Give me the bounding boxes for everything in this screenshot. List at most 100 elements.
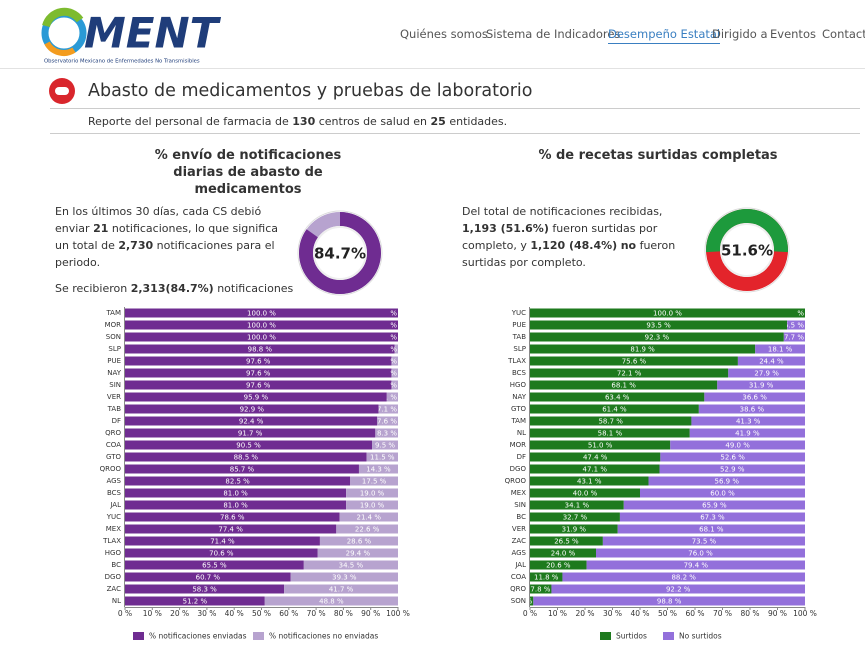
value-label: 67.3 % [700, 513, 725, 521]
bar-segment [530, 452, 661, 462]
value-label: 97.6 % [246, 381, 271, 389]
legend-label: Surtidos [616, 632, 647, 641]
category-label: DF [517, 453, 526, 461]
bar-segment [391, 380, 398, 390]
category-label: DGO [105, 573, 122, 581]
value-label: 6.5 % [784, 321, 804, 329]
label-clip: 17.5 % [362, 477, 387, 485]
label-clip: 68.1 % [699, 525, 724, 533]
bar-segment [640, 488, 805, 498]
text-run: Reporte del personal de farmacia de [88, 115, 293, 128]
bar-segment [375, 428, 398, 438]
logo-text: MENT [84, 9, 222, 58]
nav-link[interactable]: Quiénes somos [400, 27, 488, 41]
label-clip: 95.9 % [244, 393, 269, 401]
label-clip: 93.5 % [646, 321, 671, 329]
text-run: En los últimos 30 días, cada CS debió en… [55, 205, 262, 235]
x-tick-label: 70 % [307, 609, 326, 618]
icon-pill [55, 87, 69, 95]
text-run: notificaciones [213, 282, 294, 295]
logo: MENT Observatorio Mexicano de Enfermedad… [41, 7, 222, 65]
label-clip: 85.7 % [230, 465, 255, 473]
value-label: 90.5 % [236, 441, 261, 449]
bar-segment [386, 392, 398, 402]
label-clip: 47.1 % [583, 465, 608, 473]
value-label: 100.0 % [247, 321, 276, 329]
value-label: 100.0 % [247, 333, 276, 341]
bar-segment [596, 548, 805, 558]
panel-note: Se recibieron 2,313(84.7%) notificacione… [55, 280, 293, 297]
label-clip: 81.0 % [223, 489, 248, 497]
label-clip: 51.0 % [588, 441, 613, 449]
bar-segment [698, 404, 805, 414]
category-label: JAL [514, 561, 526, 569]
nav-link[interactable]: Desempeño Estatal [608, 27, 721, 44]
label-clip: 61.4 % [602, 405, 627, 413]
value-label: 51.0 % [588, 441, 613, 449]
bar-segment [391, 356, 398, 366]
value-label: 41.3 % [736, 417, 761, 425]
text-run: fueron surtidas por completo, y [462, 222, 658, 252]
value-label: 58.1 % [598, 429, 623, 437]
bar-segment [623, 500, 805, 510]
value-label: 28.6 % [347, 537, 372, 545]
label-clip: 91.7 % [238, 429, 263, 437]
donut-label: 84.7% [314, 245, 366, 263]
label-clip: 81.9 % [630, 345, 655, 353]
donut-arc [299, 212, 381, 294]
value-label: 63.4 % [605, 393, 630, 401]
bar-segment [660, 452, 805, 462]
label-clip: 78.6 % [220, 513, 245, 521]
legend-swatch [663, 632, 674, 640]
x-tick-label: 30 % [603, 609, 622, 618]
label-clip: 43.1 % [577, 477, 602, 485]
label-clip: 56.9 % [715, 477, 740, 485]
bar-segment [125, 332, 398, 342]
label-clip: 68.1 % [611, 381, 636, 389]
label-clip: 92.2 % [666, 585, 691, 593]
panel-text: En los últimos 30 días, cada CS debió en… [55, 203, 283, 271]
label-clip: 1.2 % [389, 345, 397, 353]
value-label: 7.1 % [377, 405, 397, 413]
bar-segment [125, 596, 265, 606]
value-label: 92.9 % [240, 405, 265, 413]
value-label: 11.8 % [534, 573, 559, 581]
label-clip: 73.5 % [692, 537, 717, 545]
section-title: Abasto de medicamentos y pruebas de labo… [88, 81, 532, 101]
value-label: 19.0 % [360, 501, 385, 509]
bar-segment [372, 440, 398, 450]
value-label: 2.4 % [377, 369, 397, 377]
nav-link[interactable]: Eventos [770, 27, 816, 41]
bar-segment [617, 524, 805, 534]
bar-segment [125, 452, 367, 462]
value-label: 47.1 % [583, 465, 608, 473]
bar-segment [551, 584, 805, 594]
label-clip: 26.5 % [554, 537, 579, 545]
bar-segment [602, 536, 805, 546]
label-clip: 2.4 % [377, 369, 397, 377]
nav-link[interactable]: Contacto [822, 27, 865, 41]
bar-segment [530, 512, 620, 522]
value-label: 98.8 % [248, 345, 273, 353]
value-label: 97.6 % [246, 369, 271, 377]
bar-segment [787, 320, 805, 330]
label-clip: 76.0 % [688, 549, 713, 557]
category-label: NAY [107, 369, 121, 377]
donut-arc [706, 209, 789, 291]
bar-segment [530, 488, 640, 498]
nav-link[interactable]: Sistema de Indicadores [486, 27, 621, 41]
value-label: 48.8 % [319, 597, 344, 605]
category-label: PUE [512, 321, 526, 329]
nav-link[interactable]: Dirigido a [712, 27, 768, 41]
value-label: 7.6 % [377, 417, 397, 425]
value-label: 0.0 % [377, 333, 397, 341]
value-label: 0.0 % [377, 309, 397, 317]
category-label: DGO [510, 465, 527, 473]
bar-segment [530, 524, 618, 534]
label-clip: 67.3 % [700, 513, 725, 521]
label-clip: 7.8 % [530, 585, 550, 593]
label-clip: 6.5 % [784, 321, 804, 329]
logo-arc [42, 7, 84, 28]
bar-segment [530, 464, 660, 474]
value-label: 91.7 % [238, 429, 263, 437]
